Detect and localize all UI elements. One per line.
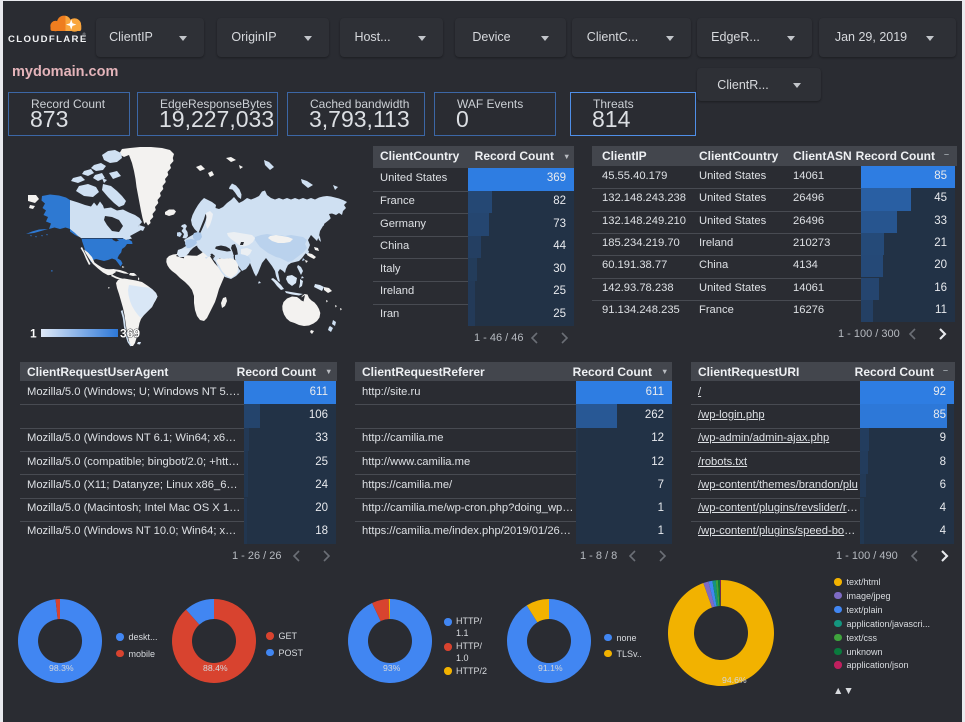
svg-text:CLOUDFLARE: CLOUDFLARE xyxy=(8,34,88,45)
svg-text:1: 1 xyxy=(30,327,37,341)
svg-text:®: ® xyxy=(83,31,87,37)
svg-text:369: 369 xyxy=(120,327,140,341)
